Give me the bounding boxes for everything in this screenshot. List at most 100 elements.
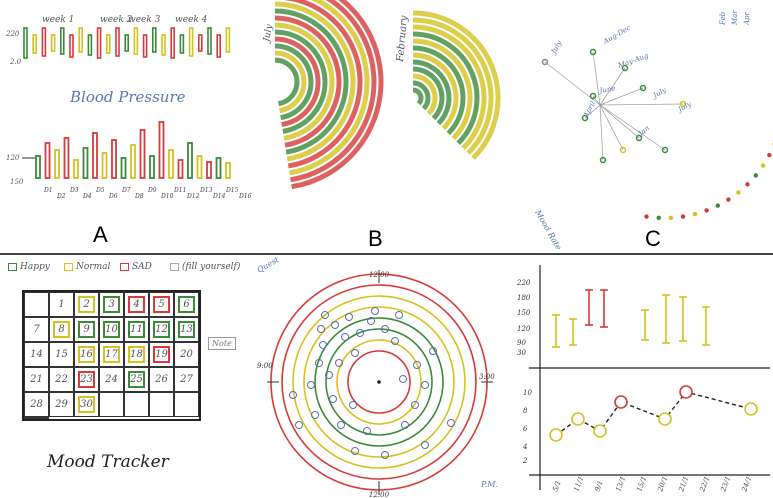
right-arc — [412, 66, 445, 121]
calendar-day[interactable]: 8 — [49, 317, 74, 342]
left-arc — [274, 50, 307, 114]
mood-bar — [120, 157, 127, 179]
event-marker — [329, 395, 337, 403]
calendar-day[interactable] — [24, 292, 49, 317]
day-number: 12 — [155, 324, 168, 335]
calendar-day[interactable] — [99, 392, 124, 417]
day-mood-border — [28, 296, 45, 313]
calendar-day[interactable] — [149, 392, 174, 417]
calendar-day[interactable] — [174, 392, 199, 417]
mood-point — [679, 385, 693, 399]
calendar-day[interactable]: 12 — [149, 317, 174, 342]
event-dot — [621, 64, 629, 72]
calendar-day[interactable]: 1 — [49, 292, 74, 317]
legend-happy-swatch — [8, 263, 17, 271]
bp-bar — [161, 34, 166, 56]
mood-bar — [92, 132, 98, 179]
event-marker — [331, 321, 339, 329]
day-mood-border — [153, 321, 170, 338]
calendar-day[interactable]: 29 — [49, 392, 74, 417]
bp-bar — [207, 27, 212, 55]
calendar-day[interactable]: 30 — [74, 392, 99, 417]
day-mood-border — [128, 396, 145, 413]
calendar-day[interactable]: 5 — [149, 292, 174, 317]
calendar-day[interactable]: 13 — [174, 317, 199, 342]
mood-bar — [206, 161, 212, 179]
panel-label-a: A — [93, 222, 108, 247]
calendar-day[interactable]: 23 — [74, 367, 99, 392]
calendar-day[interactable]: 17 — [99, 342, 124, 367]
calendar-day[interactable]: 3 — [99, 292, 124, 317]
corner-label: Mood Rate — [533, 208, 564, 252]
date-label: 15/1 — [635, 475, 648, 493]
day-label: D11 — [173, 187, 186, 194]
calendar-day[interactable]: 2 — [74, 292, 99, 317]
right-arc — [412, 87, 424, 106]
connector-line — [599, 104, 640, 139]
calendar-day[interactable]: 15 — [49, 342, 74, 367]
bp-bar — [59, 27, 65, 55]
mood-bar — [149, 155, 155, 179]
calendar-day[interactable]: 22 — [49, 367, 74, 392]
calendar-day[interactable]: 16 — [74, 342, 99, 367]
event-marker — [319, 341, 327, 349]
calendar-day[interactable]: 25 — [124, 367, 149, 392]
date-label: 11/1 — [572, 475, 585, 493]
connector-line — [584, 104, 601, 119]
timeline-dot — [760, 163, 766, 168]
day-number: 16 — [80, 349, 93, 360]
calendar-day[interactable]: 26 — [149, 367, 174, 392]
calendar-day[interactable]: 9 — [74, 317, 99, 342]
day-mood-border — [78, 321, 95, 338]
connector-line — [592, 51, 601, 106]
calendar-day[interactable]: 11 — [124, 317, 149, 342]
low-axis-bottom: 150 — [10, 178, 24, 186]
bp-bar — [23, 27, 28, 59]
calendar-day[interactable]: 28 — [24, 392, 49, 417]
event-marker — [413, 361, 421, 369]
event-marker — [371, 307, 379, 315]
calendar-day[interactable]: 19 — [149, 342, 174, 367]
calendar-day[interactable]: 18 — [124, 342, 149, 367]
left-arc — [291, 0, 384, 190]
mood-bar — [35, 155, 41, 179]
date-label: 24/1 — [740, 475, 753, 493]
left-arc — [283, 0, 363, 169]
calendar-day[interactable]: 14 — [24, 342, 49, 367]
calendar-day[interactable]: 4 — [124, 292, 149, 317]
timeline-dot — [656, 215, 661, 221]
legend-normal-swatch — [64, 263, 73, 271]
left-arc — [274, 15, 342, 148]
timeline-dot — [692, 211, 698, 217]
mood-bar — [130, 144, 136, 179]
calendar-day[interactable]: 10 — [99, 317, 124, 342]
day-mood-border — [178, 321, 195, 338]
calendar-day[interactable]: 20 — [174, 342, 199, 367]
mood-point — [593, 424, 607, 438]
event-marker — [289, 391, 297, 399]
mood-point — [744, 402, 758, 416]
label-february: February — [395, 15, 410, 63]
mood-bar — [158, 121, 165, 179]
calendar-day[interactable] — [24, 417, 49, 419]
connector-line — [599, 104, 624, 151]
calendar-day[interactable] — [124, 392, 149, 417]
day-label: D16 — [238, 193, 252, 200]
panel-f: 220 180 150 120 90 30 10 8 6 4 2 5/1 11/1 9/1 13/1 15/1… — [515, 255, 773, 498]
day-number: 11 — [130, 324, 143, 335]
day-mood-border — [78, 346, 95, 363]
event-marker — [307, 381, 315, 389]
panel-b: July February — [255, 0, 515, 252]
calendar-day[interactable]: 7 — [24, 317, 49, 342]
connector-line — [599, 87, 644, 106]
calendar-day[interactable]: 27 — [174, 367, 199, 392]
day-number: 5 — [158, 299, 165, 310]
legend-custom-label: (fill yourself) — [182, 262, 241, 272]
event-marker — [356, 329, 364, 337]
day-label: D2 — [56, 193, 66, 200]
calendar-day[interactable]: 24 — [99, 367, 124, 392]
calendar-day[interactable]: 6 — [174, 292, 199, 317]
calendar-day[interactable]: 21 — [24, 367, 49, 392]
corner-label: Quest — [256, 255, 282, 275]
event-marker — [391, 337, 399, 345]
